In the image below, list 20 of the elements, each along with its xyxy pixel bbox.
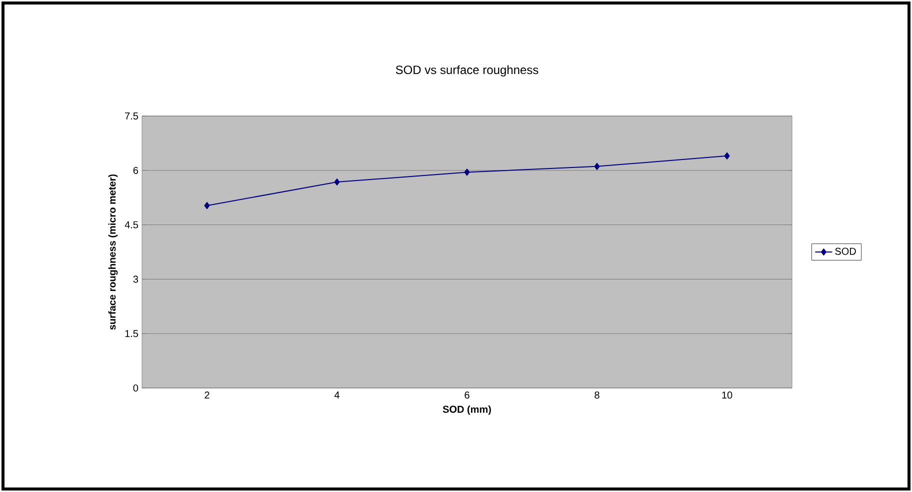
y-axis-title: surface roughness (micro meter)	[108, 174, 118, 330]
point	[724, 152, 730, 160]
y-tick-label: 6	[133, 166, 138, 174]
point	[204, 202, 210, 210]
legend-label: SOD	[835, 248, 856, 255]
y-tick-label: 1.5	[125, 330, 138, 338]
x-tick-label: 10	[722, 392, 732, 399]
y-tick-label: 7.5	[125, 112, 138, 120]
x-tick-label: 4	[334, 392, 340, 398]
y-tick-label: 3	[133, 276, 138, 283]
point	[464, 168, 470, 176]
x-tick-label: 8	[594, 392, 600, 399]
y-tick-label: 0	[133, 384, 138, 392]
x-tick-label: 6	[464, 392, 470, 399]
x-axis-title: SOD (mm)	[442, 405, 491, 415]
x-tick-label: 2	[204, 392, 210, 399]
point	[594, 162, 600, 170]
chart-title: SOD vs surface roughness	[396, 65, 538, 76]
point	[334, 178, 340, 186]
y-tick-label: 4.5	[124, 221, 138, 228]
